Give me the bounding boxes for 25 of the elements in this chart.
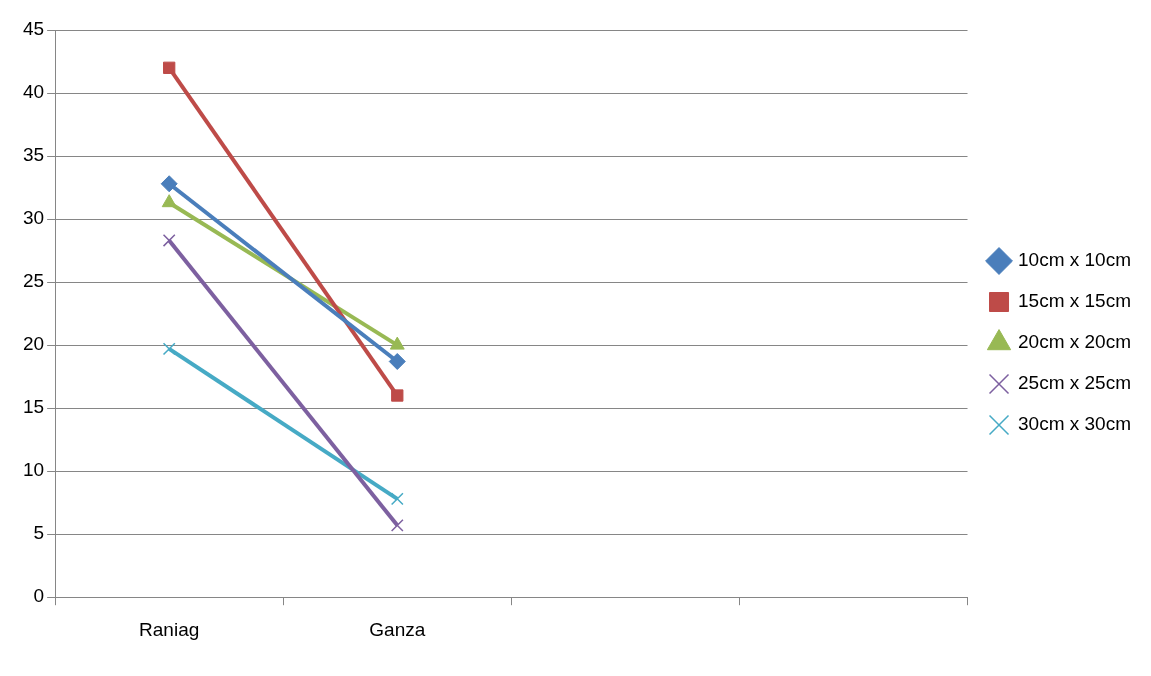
legend-label: 20cm x 20cm (1018, 331, 1131, 353)
point (162, 234, 176, 247)
point (162, 342, 176, 356)
y-tick-label: 45 (22, 18, 45, 40)
y-tick-label: 25 (22, 270, 45, 292)
y-tick-label: 20 (22, 333, 45, 355)
x-tick-label: Ganza (369, 618, 426, 640)
point (390, 492, 404, 506)
x-tick-label: Raniag (139, 618, 200, 640)
point (391, 389, 404, 402)
legend-label: 30cm x 30cm (1018, 413, 1131, 435)
legend-label: 10cm x 10cm (1018, 249, 1131, 271)
y-tick-label: 5 (33, 522, 45, 544)
point (163, 61, 176, 74)
point (390, 518, 404, 532)
y-tick-label: 15 (22, 396, 45, 418)
point (388, 353, 406, 370)
y-tick-label: 35 (22, 144, 45, 166)
y-tick-label: 0 (33, 585, 45, 607)
point (160, 175, 178, 193)
y-tick-label: 40 (22, 81, 45, 103)
y-tick-label: 10 (22, 459, 45, 481)
legend-label: 15cm x 15cm (1018, 290, 1131, 312)
legend-label: 25cm x 25cm (1018, 372, 1131, 394)
y-tick-label: 30 (22, 207, 45, 229)
